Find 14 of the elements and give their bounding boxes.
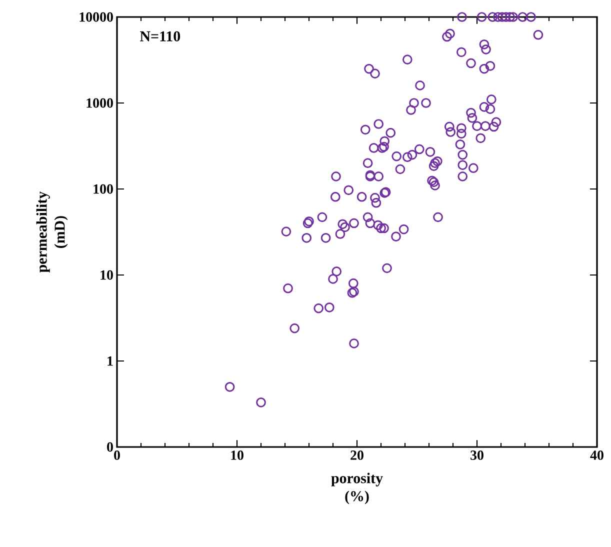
- x-tick-label: 30: [470, 450, 484, 460]
- y-tick-label: 100: [94, 184, 113, 194]
- x-tick-label: 10: [231, 450, 244, 460]
- x-tick-label: 20: [350, 450, 364, 460]
- y-tick-label: 10: [100, 270, 113, 280]
- x-axis-title: porosity (%): [331, 472, 383, 504]
- y-tick-label: 0: [107, 442, 113, 452]
- x-tick-label: 40: [590, 450, 604, 460]
- y-tick-label: 10000: [80, 12, 113, 22]
- y-axis-title: permeability (mD): [36, 191, 68, 272]
- y-tick-label: 1: [108, 356, 113, 366]
- annotation: N=110: [140, 31, 180, 42]
- x-tick-label: 0: [114, 450, 120, 460]
- y-tick-label: 1000: [86, 98, 113, 108]
